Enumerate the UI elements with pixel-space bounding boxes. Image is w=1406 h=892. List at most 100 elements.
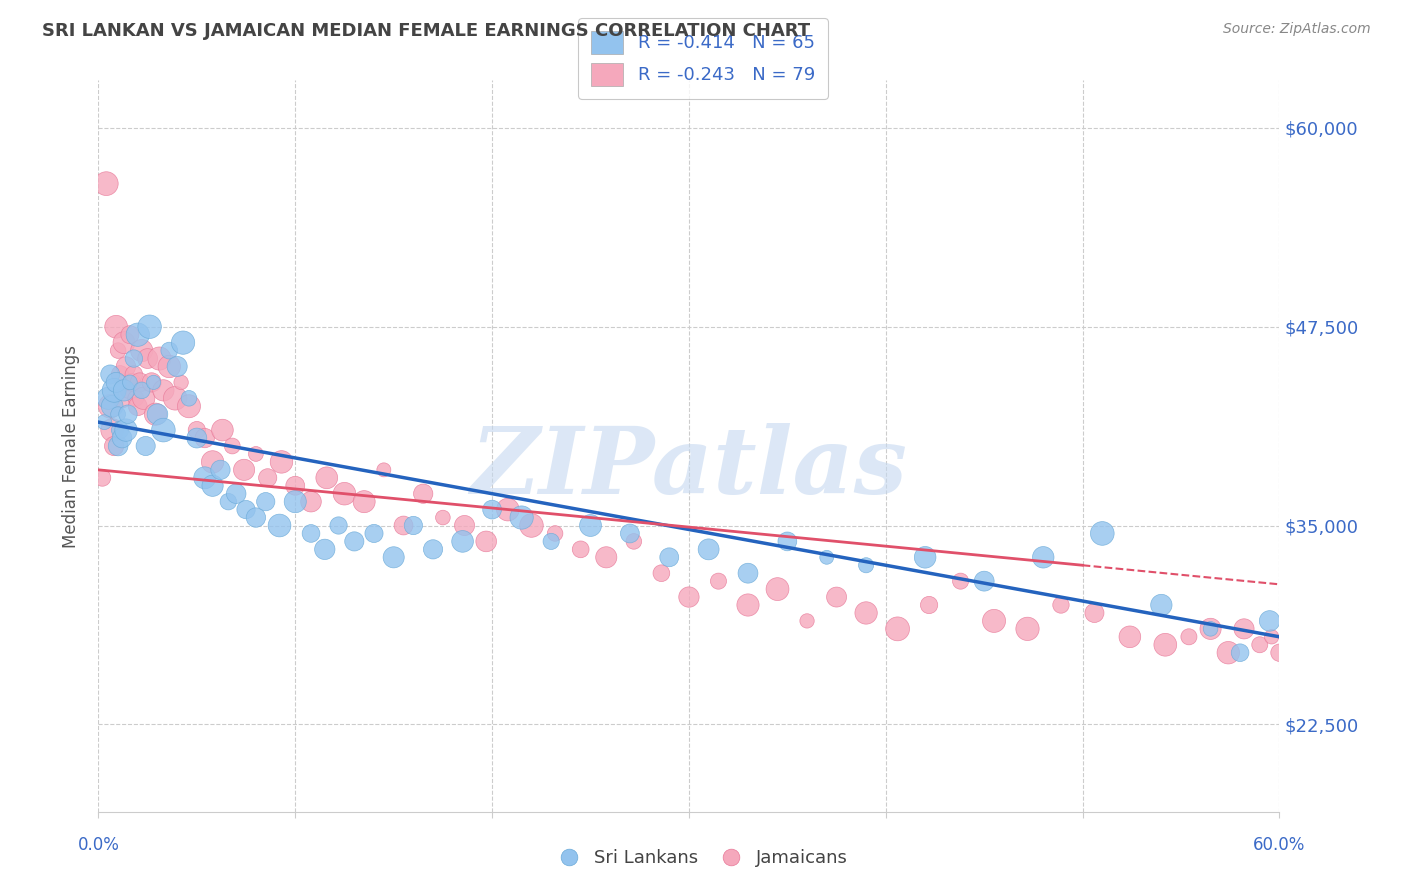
Point [225, 486, 247, 500]
Point [737, 598, 759, 612]
Text: ZIPatlas: ZIPatlas [471, 423, 907, 513]
Point [796, 614, 818, 628]
Point [658, 550, 681, 565]
Point [776, 534, 799, 549]
Point [520, 518, 543, 533]
Point [540, 534, 562, 549]
Point [1017, 622, 1039, 636]
Point [707, 574, 730, 589]
Point [112, 335, 135, 350]
Point [211, 423, 233, 437]
Point [117, 407, 139, 421]
Point [91, 471, 114, 485]
Point [93, 415, 115, 429]
Point [333, 486, 356, 500]
Point [148, 351, 170, 366]
Point [118, 327, 141, 342]
Point [496, 502, 519, 516]
Point [353, 494, 375, 508]
Point [1050, 598, 1073, 612]
Point [766, 582, 789, 596]
Point [1229, 646, 1251, 660]
Point [172, 335, 194, 350]
Point [422, 542, 444, 557]
Point [122, 351, 145, 366]
Point [101, 423, 124, 437]
Point [1260, 630, 1282, 644]
Point [544, 526, 567, 541]
Point [269, 518, 291, 533]
Point [402, 518, 425, 533]
Point [108, 368, 131, 382]
Point [103, 439, 125, 453]
Point [914, 550, 936, 565]
Point [299, 494, 322, 508]
Point [186, 423, 208, 437]
Point [475, 534, 498, 549]
Point [855, 606, 877, 620]
Point [392, 518, 415, 533]
Point [737, 566, 759, 581]
Point [623, 534, 645, 549]
Point [650, 566, 672, 581]
Point [284, 479, 307, 493]
Point [412, 486, 434, 500]
Point [121, 376, 143, 390]
Point [315, 471, 337, 485]
Point [107, 439, 129, 453]
Point [270, 455, 292, 469]
Text: 60.0%: 60.0% [1253, 836, 1306, 854]
Point [949, 574, 972, 589]
Point [815, 550, 838, 565]
Point [1154, 638, 1177, 652]
Point [96, 177, 118, 191]
Point [108, 423, 131, 437]
Point [152, 384, 174, 398]
Point [328, 518, 350, 533]
Point [131, 384, 153, 398]
Point [284, 494, 307, 508]
Point [595, 550, 617, 565]
Point [157, 359, 180, 374]
Point [453, 518, 475, 533]
Point [1178, 630, 1201, 644]
Point [122, 368, 145, 382]
Point [451, 534, 474, 549]
Point [1032, 550, 1054, 565]
Point [678, 590, 700, 604]
Point [186, 431, 208, 445]
Point [112, 384, 135, 398]
Point [373, 463, 395, 477]
Point [97, 392, 120, 406]
Point [127, 399, 149, 413]
Legend: Sri Lankans, Jamaicans: Sri Lankans, Jamaicans [551, 842, 855, 874]
Point [1119, 630, 1142, 644]
Point [299, 526, 322, 541]
Point [115, 423, 138, 437]
Point [177, 399, 200, 413]
Point [165, 392, 187, 406]
Point [157, 343, 180, 358]
Point [125, 392, 148, 406]
Point [103, 384, 125, 398]
Y-axis label: Median Female Earnings: Median Female Earnings [62, 344, 80, 548]
Point [194, 431, 217, 445]
Point [245, 447, 267, 461]
Point [105, 319, 128, 334]
Point [111, 431, 134, 445]
Point [141, 376, 163, 390]
Point [1199, 622, 1222, 636]
Point [1249, 638, 1271, 652]
Point [1091, 526, 1114, 541]
Point [136, 351, 159, 366]
Point [135, 439, 157, 453]
Point [918, 598, 941, 612]
Point [221, 439, 243, 453]
Point [363, 526, 385, 541]
Point [256, 471, 278, 485]
Point [105, 376, 128, 390]
Point [177, 392, 200, 406]
Point [166, 359, 188, 374]
Point [825, 590, 848, 604]
Point [107, 407, 129, 421]
